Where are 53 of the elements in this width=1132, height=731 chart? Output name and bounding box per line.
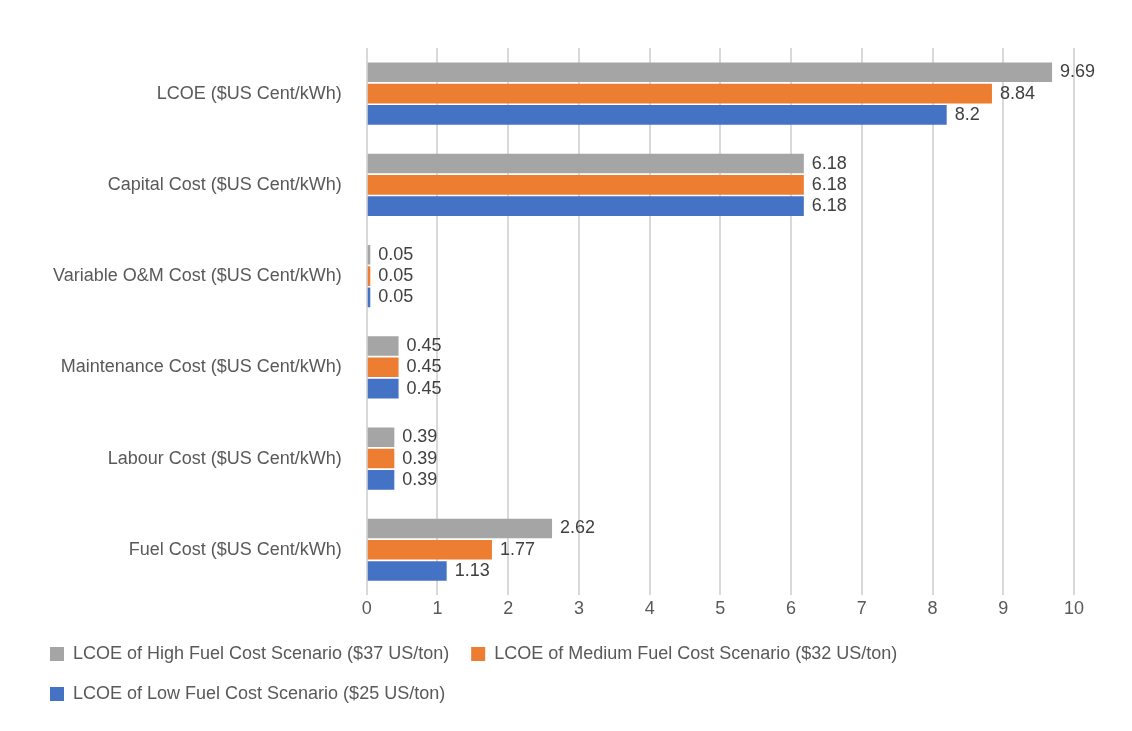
data-label: 0.45 [406, 356, 442, 377]
data-label: 6.18 [811, 173, 847, 194]
bar [367, 336, 399, 356]
x-tick-label: 10 [1063, 598, 1085, 619]
y-tick-label: Variable O&M Cost ($US Cent/kWh) [53, 265, 342, 286]
bar [367, 105, 947, 125]
legend-label: LCOE of Low Fuel Cost Scenario ($25 US/ton) [73, 682, 446, 703]
data-label: 9.69 [1060, 61, 1096, 82]
y-tick-label: LCOE ($US Cent/kWh) [156, 82, 342, 103]
data-label: 0.45 [406, 377, 442, 398]
data-label: 8.84 [999, 82, 1036, 103]
x-tick-label: 3 [573, 598, 584, 619]
bar [367, 357, 399, 378]
data-label: 1.77 [499, 538, 535, 559]
bar [367, 175, 804, 195]
data-label: 6.18 [811, 195, 847, 216]
x-tick-label: 7 [856, 598, 867, 619]
y-tick-label: Fuel Cost ($US Cent/kWh) [128, 538, 342, 559]
data-label: 0.45 [406, 335, 442, 355]
x-tick-label: 5 [715, 598, 726, 619]
x-tick-label: 9 [998, 598, 1009, 619]
x-tick-label: 0 [361, 598, 372, 619]
data-label: 8.2 [954, 103, 980, 124]
data-label: 2.62 [560, 517, 596, 538]
bar [367, 153, 804, 174]
x-tick-label: 4 [644, 598, 655, 619]
x-tick-label: 6 [786, 598, 797, 619]
bar [367, 470, 395, 490]
y-tick-label: Labour Cost ($US Cent/kWh) [107, 447, 342, 468]
bar [367, 427, 395, 448]
data-label: 0.39 [402, 426, 438, 447]
data-label: 0.39 [402, 468, 438, 489]
bar [367, 62, 1053, 83]
x-tick-label: 8 [927, 598, 938, 619]
bar [367, 561, 447, 581]
bar [367, 83, 992, 104]
data-label: 1.13 [454, 560, 490, 581]
data-label: 0.05 [378, 243, 414, 264]
x-tick-label: 1 [432, 598, 443, 619]
data-label: 0.39 [402, 447, 438, 468]
data-label: 0.05 [378, 286, 414, 307]
data-label: 0.05 [378, 265, 414, 286]
x-tick-label: 2 [503, 598, 514, 619]
bar [367, 378, 399, 399]
legend-label: LCOE of Medium Fuel Cost Scenario ($32 US/ton) [494, 642, 898, 663]
bar [367, 518, 553, 539]
data-label: 6.18 [811, 152, 847, 173]
legend-label: LCOE of High Fuel Cost Scenario ($37 US/ton) [73, 642, 450, 663]
bar [367, 196, 804, 216]
bar [367, 448, 395, 469]
bar [367, 539, 492, 560]
y-tick-label: Maintenance Cost ($US Cent/kWh) [60, 356, 342, 377]
y-tick-label: Capital Cost ($US Cent/kWh) [107, 173, 342, 194]
